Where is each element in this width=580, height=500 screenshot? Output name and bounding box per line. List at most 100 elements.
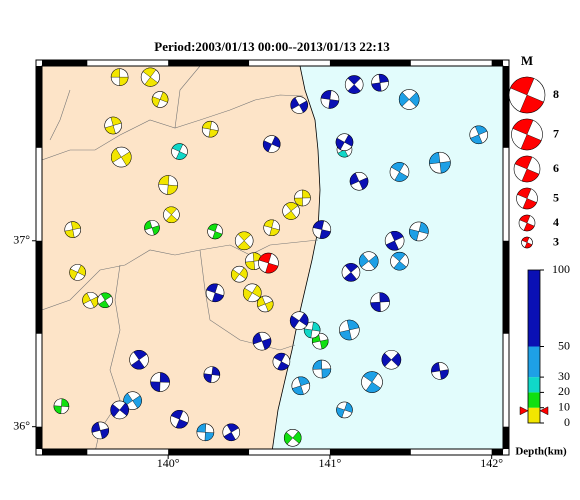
ball-quadrants (290, 312, 309, 329)
y-tick-label: 37° (13, 233, 30, 247)
ball-quadrants (258, 252, 279, 274)
beachball (234, 231, 254, 251)
frame-bar (42, 449, 88, 455)
frame-bar (329, 60, 411, 66)
map-layer (42, 66, 503, 449)
ball-quadrants (385, 231, 404, 251)
ball-quadrants (273, 352, 290, 371)
beachball (144, 219, 160, 236)
ball-quadrants (98, 292, 112, 308)
beachball (283, 429, 302, 447)
ball-quadrants (243, 284, 262, 301)
ball-quadrants (207, 223, 223, 240)
depth-tick-label: 30 (558, 369, 570, 383)
beachball (361, 371, 383, 393)
beachball (398, 89, 420, 110)
beachball (104, 116, 122, 135)
beachball (339, 319, 360, 341)
ball-quadrants (202, 121, 219, 138)
ball-quadrants (170, 410, 189, 429)
beachball (110, 146, 132, 168)
land (42, 66, 321, 449)
ball-quadrants (130, 350, 148, 370)
frame-bar (491, 449, 503, 455)
ball-quadrants (203, 366, 220, 383)
beachball (91, 421, 110, 440)
magnitude-label: 6 (553, 161, 559, 175)
ball-quadrants (223, 423, 239, 441)
frame-bar (168, 60, 250, 66)
beachball (110, 400, 129, 420)
depth-color-segment (528, 392, 540, 408)
beachball (53, 398, 70, 415)
beachball (336, 401, 353, 419)
ball-quadrants (231, 267, 248, 281)
ball-quadrants (290, 97, 308, 113)
ball-quadrants (429, 152, 451, 174)
ball-quadrants (171, 143, 188, 160)
ball-quadrants (165, 206, 178, 223)
beachball (110, 68, 129, 86)
ball-quadrants (359, 253, 379, 269)
prefecture-border (199, 249, 296, 351)
beachball (290, 96, 308, 114)
ball-quadrants (263, 219, 280, 236)
x-tick-label: 140° (157, 456, 180, 470)
beachball (320, 90, 340, 109)
beachball (341, 263, 361, 282)
ball-quadrants (158, 175, 178, 195)
ball-quadrants (252, 332, 272, 350)
beachball (409, 221, 429, 242)
beachball (196, 423, 215, 442)
beachball (272, 352, 291, 371)
ball-quadrants (343, 263, 359, 282)
beachball (163, 206, 180, 224)
depth-tick-label: 0 (564, 415, 570, 429)
x-tick-label: 142° (480, 456, 503, 470)
beachball (129, 349, 149, 370)
beachball (151, 91, 169, 108)
beachball (358, 251, 379, 272)
ball-quadrants (335, 134, 354, 150)
beachball (201, 120, 219, 138)
frame-bar (36, 426, 42, 449)
ball-quadrants (206, 283, 224, 303)
ball-quadrants (237, 231, 252, 250)
ball-quadrants (390, 162, 408, 182)
ball-quadrants (312, 220, 331, 239)
beachball (513, 155, 541, 183)
depth-tick-label: 10 (558, 399, 570, 413)
beachball (171, 143, 188, 160)
ball-quadrants (284, 202, 299, 220)
beachball (150, 372, 170, 392)
beachball (431, 362, 449, 380)
depth-color-segment (528, 377, 540, 393)
beachball (312, 220, 332, 239)
depth-color-segment (528, 346, 540, 378)
beachball (262, 135, 281, 153)
ball-quadrants (294, 189, 311, 207)
beachball (291, 376, 311, 396)
magnitude-label: 4 (553, 215, 559, 229)
ball-quadrants (514, 155, 540, 183)
magnitude-legend-title: M (521, 53, 533, 68)
beachball (469, 125, 489, 145)
depth-tick-label: 100 (552, 262, 570, 276)
beachball (303, 321, 321, 339)
depth-tick-label: 20 (558, 384, 570, 398)
map-title: Period:2003/01/13 00:00--2013/01/13 22:1… (154, 39, 390, 54)
beachball (207, 223, 223, 240)
ball-quadrants (110, 68, 129, 86)
beachball (170, 409, 189, 429)
beachball (312, 359, 332, 379)
prefecture-border (42, 239, 319, 311)
ball-quadrants (142, 67, 159, 87)
ball-quadrants (303, 321, 321, 339)
beachball (389, 162, 410, 182)
ball-quadrants (370, 292, 390, 312)
ball-quadrants (104, 116, 122, 135)
beachball (222, 423, 241, 442)
ball-quadrants (392, 252, 407, 271)
ball-quadrants (347, 75, 361, 94)
x-tick-label: 141° (319, 456, 342, 470)
